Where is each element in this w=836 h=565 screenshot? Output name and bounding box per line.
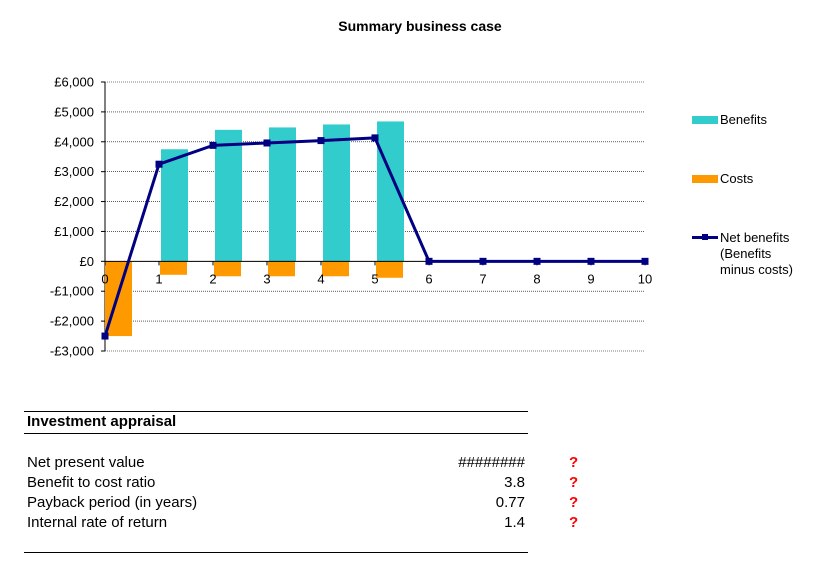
bar-benefits: [269, 127, 296, 262]
bar-costs: [322, 261, 349, 277]
bar-costs: [376, 261, 403, 278]
x-tick-label: 6: [425, 271, 432, 286]
net-benefits-point: [155, 160, 163, 168]
help-question-icon[interactable]: ?: [569, 514, 579, 531]
table-rule-top: [24, 411, 528, 412]
net-benefits-point: [587, 257, 595, 265]
metric-row-bcr: Benefit to cost ratio 3.8 ?: [27, 474, 587, 494]
y-tick-label: -£1,000: [50, 284, 94, 299]
legend-label-costs: Costs: [720, 171, 754, 186]
net-benefits-point: [263, 139, 271, 147]
metric-value: 0.77: [495, 494, 525, 511]
help-question-icon[interactable]: ?: [569, 454, 579, 471]
table-rule-header: [24, 433, 528, 434]
x-tick-label: 1: [155, 271, 162, 286]
metric-label: Payback period (in years): [27, 494, 198, 511]
y-tick-label: £5,000: [54, 104, 94, 119]
bar-costs: [214, 261, 241, 277]
x-tick-label: 4: [317, 271, 324, 286]
x-tick-label: 9: [587, 271, 594, 286]
y-tick-label: -£3,000: [50, 344, 94, 359]
net-benefits-point: [425, 257, 433, 265]
metric-label: Internal rate of return: [27, 514, 168, 531]
metric-value: 3.8: [504, 474, 525, 491]
y-tick-label: £2,000: [54, 194, 94, 209]
chart-title: Summary business case: [338, 18, 502, 34]
y-tick-label: £1,000: [54, 224, 94, 239]
metric-label: Benefit to cost ratio: [27, 474, 156, 491]
legend-swatch-benefits: [692, 116, 718, 124]
y-tick-label: £4,000: [54, 134, 94, 149]
help-question-icon[interactable]: ?: [569, 494, 579, 511]
x-tick-label: 7: [479, 271, 486, 286]
legend-label-benefits: Benefits: [720, 112, 767, 127]
x-tick-label: 5: [371, 271, 378, 286]
y-tick-label: -£2,000: [50, 314, 94, 329]
x-tick-label: 8: [533, 271, 540, 286]
y-tick-label: £3,000: [54, 164, 94, 179]
metric-value: 1.4: [504, 514, 525, 531]
net-benefits-point: [209, 141, 217, 149]
x-tick-label: 0: [101, 271, 108, 286]
bar-benefits: [161, 149, 188, 262]
metric-row-irr: Internal rate of return 1.4 ?: [27, 514, 587, 534]
table-rule-bottom: [24, 552, 528, 553]
x-tick-label: 3: [263, 271, 270, 286]
net-benefits-point: [533, 257, 541, 265]
metric-row-npv: Net present value ######## ?: [27, 454, 587, 474]
bar-benefits: [323, 124, 350, 262]
legend-label-net-benefits: Net benefits (Benefits minus costs): [720, 230, 793, 277]
net-benefits-point: [371, 134, 379, 142]
bar-costs: [268, 261, 295, 277]
bar-costs: [160, 261, 187, 275]
net-benefits-point: [479, 257, 487, 265]
net-benefits-point: [317, 137, 325, 145]
net-benefits-point: [101, 332, 109, 340]
appraisal-title: Investment appraisal: [27, 413, 177, 430]
y-tick-label: £6,000: [54, 75, 94, 90]
metric-value: ########: [458, 454, 525, 471]
x-tick-label: 2: [209, 271, 216, 286]
bar-benefits: [215, 129, 242, 262]
net-benefits-point: [641, 257, 649, 265]
x-tick-label: 10: [638, 271, 652, 286]
chart-plot: £6,000 £5,000 £4,000 £3,000 £2,000 £1,000 £0 -£…: [50, 75, 652, 359]
metric-row-payback: Payback period (in years) 0.77 ?: [27, 494, 587, 514]
y-tick-label: £0: [80, 254, 94, 269]
legend-marker-net-benefits: [702, 234, 708, 240]
legend-swatch-costs: [692, 175, 718, 183]
metric-label: Net present value: [27, 454, 145, 471]
help-question-icon[interactable]: ?: [569, 474, 579, 491]
